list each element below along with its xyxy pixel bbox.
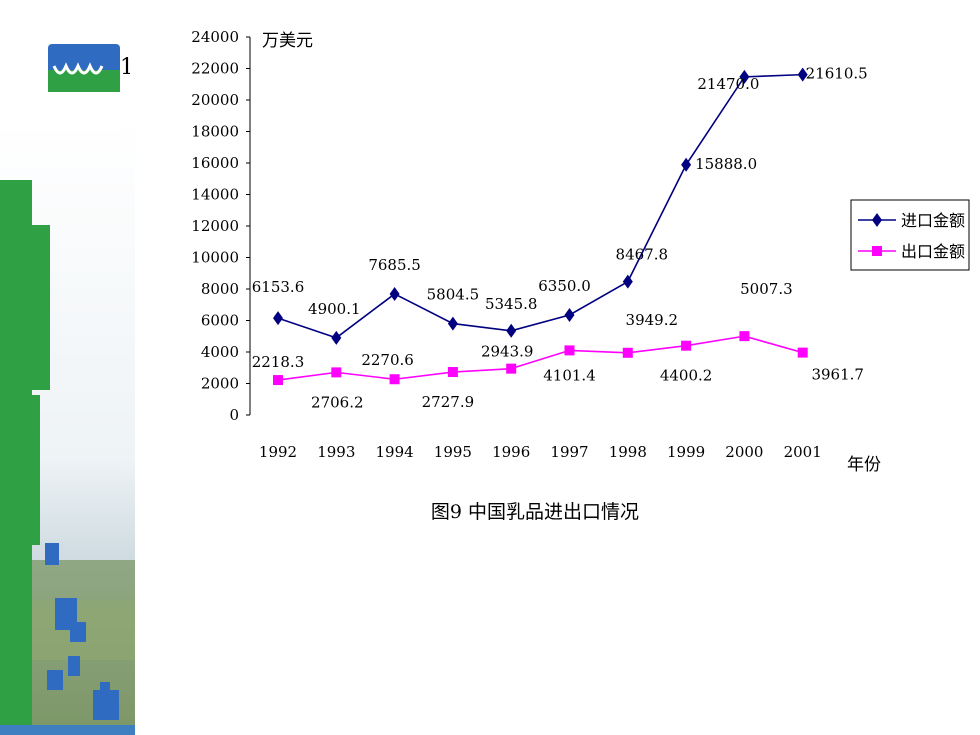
data-point bbox=[331, 367, 342, 378]
data-label: 2943.9 bbox=[481, 343, 534, 361]
background-landscape bbox=[0, 120, 135, 735]
data-point bbox=[331, 330, 342, 345]
data-label: 2727.9 bbox=[422, 393, 475, 411]
data-point bbox=[389, 374, 400, 385]
data-point bbox=[389, 286, 400, 301]
data-point bbox=[506, 363, 517, 374]
data-label: 15888.0 bbox=[695, 155, 757, 173]
data-point bbox=[622, 274, 633, 289]
x-tick-label: 1997 bbox=[550, 443, 588, 461]
data-point bbox=[739, 69, 750, 84]
y-tick-label: 4000 bbox=[201, 343, 239, 361]
data-label: 7685.5 bbox=[368, 256, 421, 274]
data-point bbox=[681, 340, 692, 351]
x-axis-label: 年份 bbox=[847, 455, 881, 475]
y-tick-label: 18000 bbox=[191, 123, 239, 141]
data-label: 5804.5 bbox=[427, 286, 480, 304]
x-tick-label: 1993 bbox=[317, 443, 355, 461]
data-label: 2218.3 bbox=[252, 353, 305, 371]
y-tick-label: 0 bbox=[229, 406, 239, 424]
x-tick-label: 1999 bbox=[667, 443, 705, 461]
data-point bbox=[739, 331, 750, 342]
y-axis-unit: 万美元 bbox=[262, 31, 313, 51]
data-label: 2706.2 bbox=[311, 393, 364, 411]
x-tick-label: 2001 bbox=[784, 443, 822, 461]
x-tick-label: 2000 bbox=[725, 443, 763, 461]
legend-entry: 出口金额 bbox=[901, 242, 965, 261]
legend-marker bbox=[872, 246, 882, 256]
data-point bbox=[622, 347, 633, 358]
data-point bbox=[447, 316, 458, 331]
x-axis: 1992 1993 1994 1995 1996 1997 1998 1999 2000 2001 bbox=[259, 443, 822, 461]
data-point bbox=[681, 157, 692, 172]
series-line bbox=[277, 73, 803, 339]
data-label: 5345.8 bbox=[485, 295, 538, 313]
x-tick-label: 1995 bbox=[434, 443, 472, 461]
data-label: 4101.4 bbox=[543, 366, 596, 384]
y-tick-label: 24000 bbox=[191, 28, 239, 46]
y-tick-label: 12000 bbox=[191, 217, 239, 235]
y-tick-label: 8000 bbox=[201, 280, 239, 298]
y-tick-label: 10000 bbox=[191, 249, 239, 267]
data-point bbox=[506, 323, 517, 338]
data-point bbox=[273, 375, 283, 386]
x-tick-label: 1994 bbox=[376, 443, 414, 461]
data-label: 3961.7 bbox=[811, 366, 864, 384]
data-label: 5007.3 bbox=[740, 280, 793, 298]
y-tick-label: 14000 bbox=[191, 186, 239, 204]
y-tick-label: 20000 bbox=[191, 91, 239, 109]
legend-box bbox=[850, 199, 970, 271]
data-label: 4400.2 bbox=[660, 367, 713, 385]
y-tick-label: 22000 bbox=[191, 60, 239, 78]
data-label: 21610.5 bbox=[806, 65, 868, 83]
chart-title: 图9 中国乳品进出口情况 bbox=[431, 501, 639, 523]
data-point bbox=[564, 345, 575, 356]
data-label: 2270.6 bbox=[361, 351, 414, 369]
data-label: 21470.0 bbox=[697, 75, 759, 93]
y-axis: 0 2000 4000 6000 8000 10000 12000 14000 16000 180… bbox=[191, 28, 251, 424]
y-tick-label: 16000 bbox=[191, 154, 239, 172]
legend-marker bbox=[872, 213, 882, 227]
x-tick-label: 1998 bbox=[609, 443, 647, 461]
data-label: 4900.1 bbox=[308, 300, 361, 318]
data-label: 8467.8 bbox=[616, 246, 669, 264]
y-tick-label: 2000 bbox=[201, 375, 239, 393]
data-label: 6350.0 bbox=[538, 277, 591, 295]
data-point bbox=[797, 347, 808, 358]
background-decoration: 1 bbox=[0, 0, 135, 735]
y-tick-label: 6000 bbox=[201, 312, 239, 330]
legend-entry: 进口金额 bbox=[901, 211, 965, 230]
series-export: 2218.3 2706.2 2270.6 2727.9 2943.9 4101.4 3949… bbox=[252, 280, 864, 411]
data-point bbox=[564, 307, 575, 322]
data-label: 3949.2 bbox=[626, 311, 679, 329]
series-line bbox=[277, 335, 803, 381]
data-point bbox=[447, 367, 458, 378]
x-tick-label: 1996 bbox=[492, 443, 530, 461]
x-tick-label: 1992 bbox=[259, 443, 297, 461]
data-point bbox=[273, 311, 283, 326]
data-label: 6153.6 bbox=[252, 278, 305, 296]
data-point bbox=[797, 67, 808, 82]
cow-logo-icon: 1 bbox=[48, 40, 134, 96]
